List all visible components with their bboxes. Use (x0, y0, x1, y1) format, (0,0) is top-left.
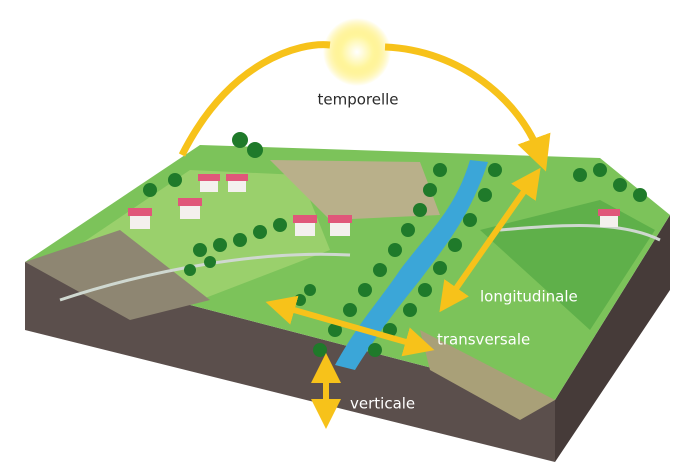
temporal-arrow (178, 41, 540, 155)
label: longitudinale (480, 288, 578, 306)
label: verticale (350, 395, 415, 413)
sun (323, 18, 391, 86)
houses (128, 174, 620, 236)
field (420, 330, 555, 420)
longitudinal-arrow (439, 167, 541, 313)
field (25, 230, 210, 320)
side-face (555, 215, 670, 462)
transversal-arrow (265, 295, 435, 357)
field (270, 160, 440, 220)
label: temporelle (317, 91, 398, 109)
label: transversale (437, 331, 530, 349)
